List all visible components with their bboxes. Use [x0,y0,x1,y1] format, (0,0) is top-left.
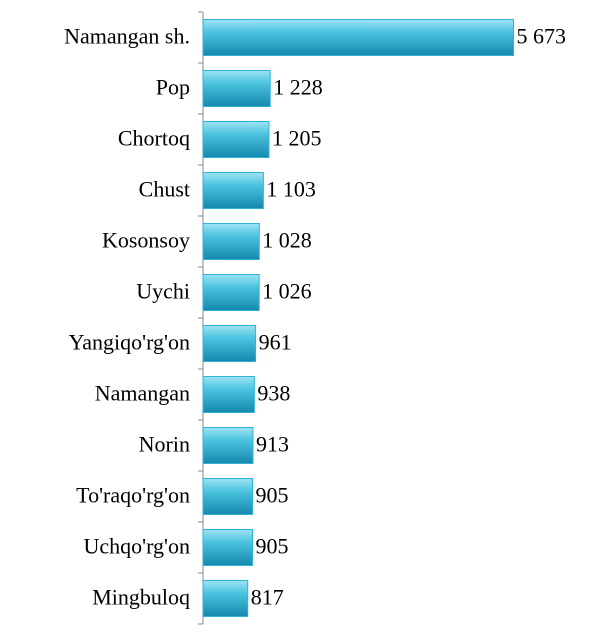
y-tick-label: Yangiqo'rg'on [69,330,190,355]
y-tick-label: Uychi [136,279,190,304]
value-label: 913 [256,432,289,457]
y-tick-label: Namangan [95,381,190,406]
y-tick-label: Chust [139,177,190,202]
y-tick-label: Namangan sh. [64,24,190,49]
bar [202,172,264,209]
value-label: 961 [259,330,292,355]
bar [202,121,270,158]
value-label: 905 [256,483,289,508]
value-label: 5 673 [517,24,567,49]
bar [202,427,254,464]
bar [202,580,249,617]
bar [202,478,254,515]
bar [202,223,260,260]
bar [202,70,271,107]
value-label: 1 103 [266,177,316,202]
y-tick-label: Mingbuloq [92,585,190,610]
value-label: 938 [257,381,290,406]
value-label: 1 028 [262,228,312,253]
y-tick-label: Uchqo'rg'on [83,534,190,559]
value-label: 1 228 [273,75,323,100]
bar [202,376,255,413]
y-tick-label: Kosonsoy [102,228,190,253]
y-tick-label: Pop [156,75,190,100]
bar [202,529,254,566]
value-label: 1 026 [262,279,312,304]
bar [202,274,260,311]
value-label: 1 205 [272,126,322,151]
y-tick-label: Norin [139,432,190,457]
y-tick-label: To'raqo'rg'on [76,483,190,508]
value-label: 817 [251,585,284,610]
bar [202,325,257,362]
y-tick-label: Chortoq [118,126,190,151]
bar [202,19,515,56]
value-label: 905 [256,534,289,559]
